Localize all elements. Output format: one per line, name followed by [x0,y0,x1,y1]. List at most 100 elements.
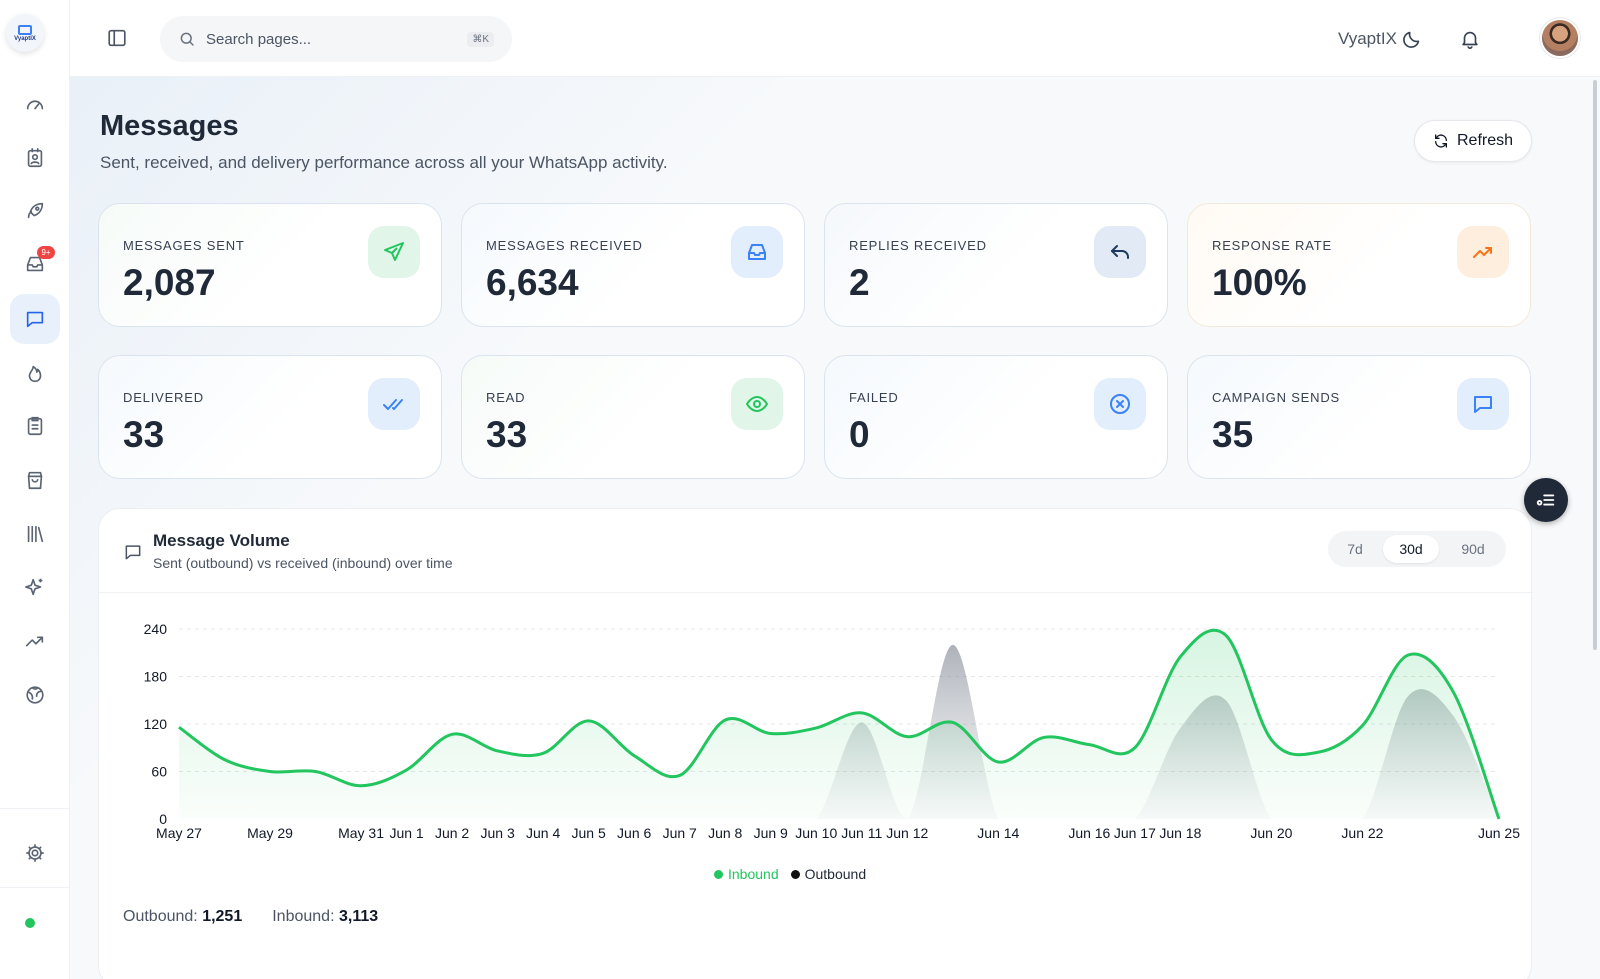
legend-item-inbound[interactable]: Inbound [714,866,779,882]
app-logo[interactable]: VyaptIX [6,14,44,52]
quick-actions-button[interactable] [1524,478,1568,522]
chart-subtitle: Sent (outbound) vs received (inbound) ov… [153,555,453,571]
stat-card-failed: FAILED 0 [824,355,1168,479]
sidebar-item-inbox[interactable]: 9+ [10,239,60,289]
library-icon [27,525,44,543]
outbound-total: Outbound: 1,251 [123,908,242,926]
messages-icon [26,311,44,328]
y-tick-label: 0 [159,811,167,827]
page-subtitle: Sent, received, and delivery performance… [100,153,668,172]
x-tick-label: May 29 [247,825,293,841]
chart-title: Message Volume [153,531,290,550]
y-tick-label: 240 [144,621,168,637]
user-avatar[interactable] [1540,18,1580,58]
reply-icon [1111,245,1129,259]
sidebar-item-messages[interactable] [10,294,60,344]
sidebar-item-commerce[interactable] [10,455,60,505]
stat-label: MESSAGES SENT [123,238,245,253]
stat-icon-badge [731,226,783,278]
chart-totals: Outbound: 1,251 Inbound: 3,113 [123,908,408,926]
legend-swatch [790,869,800,879]
stat-icon-badge [368,378,420,430]
page-scrollbar[interactable] [1593,80,1597,650]
eye-icon [745,395,769,413]
outbound-total-value: 1,251 [202,908,243,925]
stat-icon-badge [1094,378,1146,430]
sidebar-item-settings[interactable] [10,828,60,878]
sidebar-item-contacts[interactable] [10,133,60,183]
sidebar-item-library[interactable] [10,509,60,559]
x-tick-label: Jun 22 [1341,825,1383,841]
sidebar-item-analytics[interactable] [10,616,60,666]
range-30d-button[interactable]: 30d [1383,535,1439,563]
x-tick-label: May 31 [338,825,384,841]
sidebar-item-campaigns[interactable] [10,186,60,236]
search-shortcut-hint: ⌘K [467,31,494,47]
x-tick-label: Jun 3 [480,825,514,841]
workspace-name[interactable]: VyaptIX [1338,29,1397,48]
trending-up-icon [1473,247,1492,258]
stat-label: CAMPAIGN SENDS [1212,390,1340,405]
x-tick-label: Jun 12 [886,825,928,841]
sidebar-item-dashboard[interactable] [10,79,60,129]
y-tick-label: 180 [144,669,168,685]
stat-icon-badge [1094,226,1146,278]
stat-icon-badge [368,226,420,278]
search-input[interactable]: Search pages... [206,30,312,48]
message-square-icon [1474,396,1492,413]
x-tick-label: Jun 8 [708,825,742,841]
page-title: Messages [100,110,239,142]
message-square-icon [125,545,141,560]
settings-icon [26,844,44,862]
x-tick-label: Jun 11 [841,825,882,841]
stat-value: 35 [1212,414,1254,455]
stat-label: REPLIES RECEIVED [849,238,987,253]
shopping-bag-icon [27,471,43,490]
x-tick-label: Jun 25 [1478,825,1520,841]
inbox-unread-badge: 9+ [37,246,55,259]
inbound-area [179,630,1499,819]
globe-icon [26,686,44,704]
stat-value: 100% [1212,262,1307,303]
refresh-button[interactable]: Refresh [1414,120,1532,162]
stat-value: 33 [486,414,528,455]
sidebar-item-trending[interactable] [10,348,60,398]
legend-label: Outbound [804,866,867,882]
sidebar-item-reports[interactable] [10,401,60,451]
sidebar-item-ai[interactable] [10,562,60,612]
x-circle-icon [1110,394,1130,414]
sidebar-item-integrations[interactable] [10,670,60,720]
x-tick-label: Jun 9 [754,825,788,841]
stat-icon-badge [731,378,783,430]
range-7d-button[interactable]: 7d [1347,541,1363,557]
stat-label: DELIVERED [123,390,204,405]
stat-icon-badge [1457,378,1509,430]
stat-value: 33 [123,414,165,455]
legend-item-outbound[interactable]: Outbound [790,866,867,882]
sidebar-toggle-icon[interactable] [106,27,128,49]
list-filter-icon [1536,494,1555,506]
message-volume-card: Message Volume Sent (outbound) vs receiv… [98,508,1533,979]
x-tick-label: Jun 20 [1250,825,1292,841]
x-tick-label: Jun 2 [435,825,469,841]
send-icon [384,242,404,261]
moon-icon[interactable] [1401,28,1423,50]
bell-icon[interactable] [1459,28,1481,50]
message-volume-chart: 0 60 120 180 240 May 27 May 29 May 31 Jun 1 Jun … [144,621,1521,841]
double-check-icon [383,399,403,410]
x-tick-label: Jun 4 [526,825,560,841]
chart-divider [99,592,1533,593]
stat-value: 0 [849,414,870,455]
refresh-icon [1434,134,1447,148]
x-tick-label: Jun 1 [389,825,423,841]
refresh-label: Refresh [1456,132,1514,149]
sidebar: VyaptIX 9+ [0,0,70,979]
dashboard-gauge-icon [26,100,44,110]
contacts-icon [27,148,43,168]
stat-label: FAILED [849,390,899,405]
range-90d-button[interactable]: 90d [1461,541,1485,557]
search-icon [180,32,194,46]
inbound-total-label: Inbound: [272,908,335,925]
search-bar[interactable]: Search pages... ⌘K [160,16,512,62]
y-tick-label: 120 [144,716,168,732]
